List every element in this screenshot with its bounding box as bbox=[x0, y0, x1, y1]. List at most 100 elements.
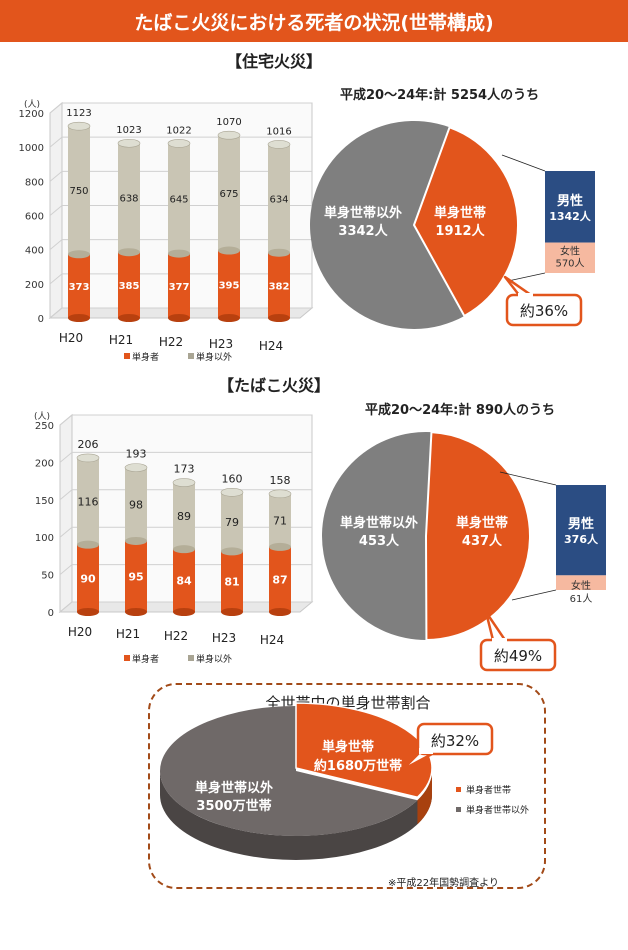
gridline bbox=[49, 273, 63, 285]
y-tick-label: 800 bbox=[25, 177, 44, 188]
bar-joint bbox=[125, 536, 147, 545]
y-tick-label: 100 bbox=[35, 533, 54, 544]
gridline bbox=[49, 170, 63, 182]
gridline bbox=[59, 489, 73, 501]
bar-top bbox=[220, 488, 244, 497]
bar-other bbox=[125, 467, 147, 541]
pie-label-single: 単身世帯 bbox=[456, 515, 508, 531]
bar-single bbox=[269, 546, 291, 612]
bar-other bbox=[68, 126, 90, 255]
legend-swatch-single bbox=[124, 353, 130, 359]
bar-base bbox=[125, 608, 147, 616]
value-label-other: 638 bbox=[119, 194, 138, 205]
x-tick-label: H21 bbox=[116, 627, 140, 641]
pie1-caption: 平成20～24年:計 5254人のうち bbox=[340, 88, 540, 103]
bar-joint bbox=[173, 545, 195, 554]
pie3-slice-single bbox=[295, 702, 433, 799]
legend-label-single: 単身者世帯 bbox=[466, 784, 511, 796]
gridline bbox=[49, 102, 63, 114]
bar-single bbox=[218, 250, 240, 318]
bar-other bbox=[168, 143, 190, 254]
callout-text: 約32% bbox=[431, 732, 479, 750]
y-unit-label: (人) bbox=[24, 99, 40, 110]
bar-base bbox=[68, 314, 90, 322]
pie3-side-other bbox=[160, 771, 432, 860]
x-tick-label: H20 bbox=[68, 625, 92, 639]
pie3-label-single: 単身世帯 bbox=[322, 739, 374, 755]
total-label: 193 bbox=[126, 448, 147, 461]
y-tick-label: 1000 bbox=[19, 143, 44, 154]
bar-base bbox=[173, 608, 195, 616]
value-label-single: 382 bbox=[269, 281, 290, 292]
bar-top bbox=[67, 121, 91, 131]
bar-other bbox=[221, 492, 243, 552]
bar-single bbox=[221, 551, 243, 612]
y-tick-label: 400 bbox=[25, 246, 44, 257]
pie-value-other: 3342人 bbox=[338, 223, 388, 239]
bar-base bbox=[77, 608, 99, 616]
housing-fire-title: 【住宅火災】 bbox=[226, 52, 323, 71]
pie-label-other: 単身世帯以外 bbox=[340, 515, 418, 531]
bar-top bbox=[117, 138, 141, 148]
connector-line bbox=[507, 272, 546, 282]
value-label-other: 79 bbox=[225, 516, 239, 529]
bar-other bbox=[77, 457, 99, 545]
total-label: 160 bbox=[222, 472, 243, 485]
value-label-other: 750 bbox=[69, 186, 88, 197]
total-label: 1070 bbox=[216, 117, 241, 128]
bar-single bbox=[125, 540, 147, 612]
legend-swatch-single bbox=[456, 787, 461, 792]
callout-text: 約36% bbox=[520, 302, 568, 320]
pie-label-other: 単身世帯以外 bbox=[324, 205, 402, 221]
pie3-side-single bbox=[417, 771, 432, 825]
bar-joint bbox=[68, 250, 90, 259]
y-tick-label: 0 bbox=[38, 314, 44, 325]
value-label-single: 81 bbox=[224, 576, 239, 589]
gridline bbox=[59, 526, 73, 538]
x-tick-label: H22 bbox=[159, 335, 183, 349]
gridline bbox=[59, 564, 73, 575]
bar-other bbox=[118, 143, 140, 253]
breakdown-male-label: 男性 bbox=[557, 193, 583, 209]
total-label: 1022 bbox=[166, 125, 191, 136]
callout-bubble bbox=[400, 722, 494, 772]
x-tick-label: H20 bbox=[59, 331, 83, 345]
bar-top bbox=[267, 140, 291, 149]
callout-bubble bbox=[503, 275, 583, 327]
banner-title: たばこ火災における死者の状況(世帯構成) bbox=[0, 0, 628, 42]
total-label: 206 bbox=[78, 438, 99, 451]
bar-single bbox=[77, 544, 99, 612]
gridline bbox=[49, 136, 63, 148]
value-label-single: 385 bbox=[119, 281, 140, 292]
callout-bubble bbox=[479, 610, 557, 672]
bar-single bbox=[173, 549, 195, 612]
y-tick-label: 200 bbox=[25, 280, 44, 291]
value-label-other: 116 bbox=[78, 495, 99, 508]
breakdown-male-bar bbox=[556, 485, 606, 576]
callout-gap bbox=[518, 293, 533, 298]
gridline bbox=[49, 307, 63, 319]
pie-slice-other bbox=[309, 120, 465, 330]
value-label-other: 645 bbox=[169, 195, 188, 206]
connector-line bbox=[511, 589, 557, 601]
total-label: 173 bbox=[174, 463, 195, 476]
y-tick-label: 200 bbox=[35, 458, 54, 469]
total-label: 1023 bbox=[116, 125, 141, 136]
pie-value-other: 453人 bbox=[359, 533, 400, 549]
y-unit-label: (人) bbox=[34, 411, 50, 422]
breakdown-male-value: 376人 bbox=[564, 532, 599, 546]
connector-line bbox=[501, 154, 546, 172]
legend-label-other: 単身以外 bbox=[196, 351, 232, 363]
gridline bbox=[59, 452, 73, 463]
gridline bbox=[49, 205, 63, 216]
pie-label-single: 単身世帯 bbox=[434, 205, 486, 221]
legend-swatch-single bbox=[124, 655, 130, 661]
x-tick-label: H21 bbox=[109, 333, 133, 347]
bar-joint bbox=[268, 248, 290, 257]
source-note: ※平成22年国勢調査より bbox=[388, 878, 499, 889]
bar-top bbox=[268, 489, 292, 499]
pie-value-single: 437人 bbox=[462, 533, 503, 549]
